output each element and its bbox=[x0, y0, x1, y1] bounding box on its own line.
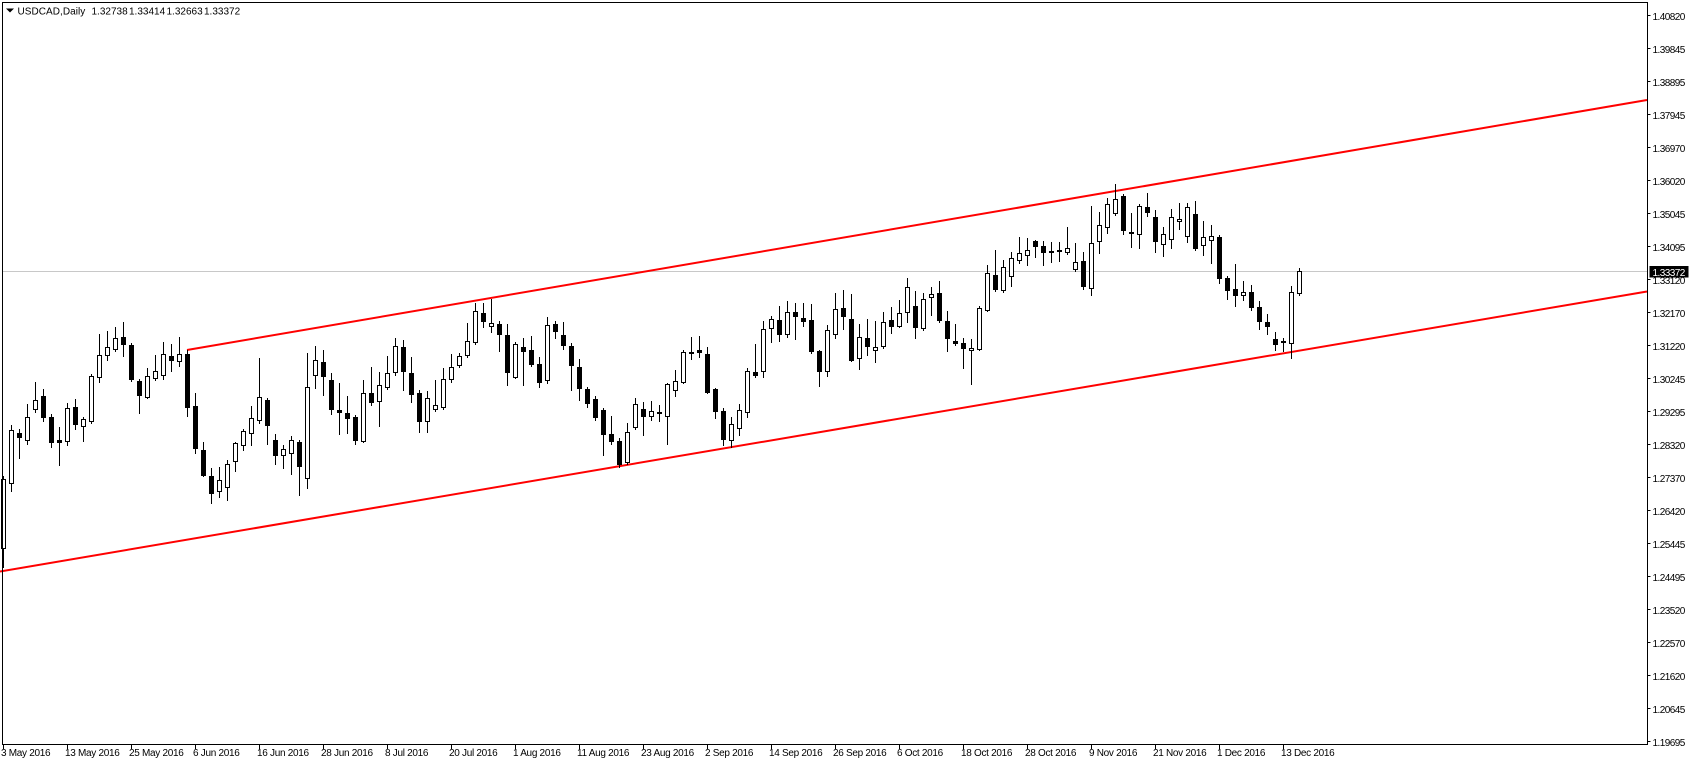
svg-text:1.33372: 1.33372 bbox=[1653, 268, 1686, 279]
svg-text:3 May 2016: 3 May 2016 bbox=[1, 748, 51, 759]
svg-text:1.23520: 1.23520 bbox=[1653, 606, 1686, 617]
svg-text:6 Oct 2016: 6 Oct 2016 bbox=[897, 748, 944, 759]
svg-text:1.28320: 1.28320 bbox=[1653, 441, 1686, 452]
svg-text:1 Aug 2016: 1 Aug 2016 bbox=[513, 748, 561, 759]
svg-text:1.32663: 1.32663 bbox=[167, 7, 204, 18]
svg-text:1.22570: 1.22570 bbox=[1653, 639, 1686, 650]
svg-text:1.38895: 1.38895 bbox=[1653, 78, 1686, 89]
svg-text:1.33372: 1.33372 bbox=[204, 7, 241, 18]
svg-text:28 Oct 2016: 28 Oct 2016 bbox=[1025, 748, 1077, 759]
svg-text:18 Oct 2016: 18 Oct 2016 bbox=[961, 748, 1013, 759]
svg-text:16 Jun 2016: 16 Jun 2016 bbox=[257, 748, 309, 759]
svg-text:1.26420: 1.26420 bbox=[1653, 507, 1686, 518]
svg-text:21 Nov 2016: 21 Nov 2016 bbox=[1153, 748, 1207, 759]
svg-text:USDCAD,Daily: USDCAD,Daily bbox=[18, 7, 86, 18]
svg-text:1.24495: 1.24495 bbox=[1653, 573, 1686, 584]
svg-text:25 May 2016: 25 May 2016 bbox=[129, 748, 184, 759]
svg-text:1.33414: 1.33414 bbox=[129, 7, 166, 18]
svg-text:1.36970: 1.36970 bbox=[1653, 144, 1686, 155]
svg-text:1.19695: 1.19695 bbox=[1653, 738, 1686, 749]
svg-text:1.37945: 1.37945 bbox=[1653, 111, 1686, 122]
svg-text:23 Aug 2016: 23 Aug 2016 bbox=[641, 748, 695, 759]
svg-text:1.27370: 1.27370 bbox=[1653, 474, 1686, 485]
svg-text:2 Sep 2016: 2 Sep 2016 bbox=[705, 748, 754, 759]
svg-text:1.32170: 1.32170 bbox=[1653, 309, 1686, 320]
svg-text:1.40820: 1.40820 bbox=[1653, 12, 1686, 23]
svg-text:28 Jun 2016: 28 Jun 2016 bbox=[321, 748, 373, 759]
svg-text:8 Jul 2016: 8 Jul 2016 bbox=[385, 748, 429, 759]
svg-text:14 Sep 2016: 14 Sep 2016 bbox=[769, 748, 823, 759]
svg-text:6 Jun 2016: 6 Jun 2016 bbox=[193, 748, 240, 759]
svg-text:1.32738: 1.32738 bbox=[92, 7, 129, 18]
svg-text:1.33120: 1.33120 bbox=[1653, 276, 1686, 287]
svg-text:1.30245: 1.30245 bbox=[1653, 375, 1686, 386]
svg-text:20 Jul 2016: 20 Jul 2016 bbox=[449, 748, 498, 759]
svg-text:1.31220: 1.31220 bbox=[1653, 342, 1686, 353]
svg-text:9 Nov 2016: 9 Nov 2016 bbox=[1089, 748, 1138, 759]
svg-text:1 Dec 2016: 1 Dec 2016 bbox=[1217, 748, 1266, 759]
svg-text:26 Sep 2016: 26 Sep 2016 bbox=[833, 748, 887, 759]
svg-text:1.20645: 1.20645 bbox=[1653, 705, 1686, 716]
svg-text:13 Dec 2016: 13 Dec 2016 bbox=[1281, 748, 1335, 759]
svg-text:1.35045: 1.35045 bbox=[1653, 210, 1686, 221]
svg-text:11 Aug 2016: 11 Aug 2016 bbox=[577, 748, 630, 759]
svg-text:1.21620: 1.21620 bbox=[1653, 672, 1686, 683]
svg-text:13 May 2016: 13 May 2016 bbox=[65, 748, 120, 759]
svg-text:1.36020: 1.36020 bbox=[1653, 177, 1686, 188]
svg-text:1.25445: 1.25445 bbox=[1653, 540, 1686, 551]
svg-text:1.34095: 1.34095 bbox=[1653, 243, 1686, 254]
svg-text:1.29295: 1.29295 bbox=[1653, 408, 1686, 419]
svg-text:1.39845: 1.39845 bbox=[1653, 45, 1686, 56]
